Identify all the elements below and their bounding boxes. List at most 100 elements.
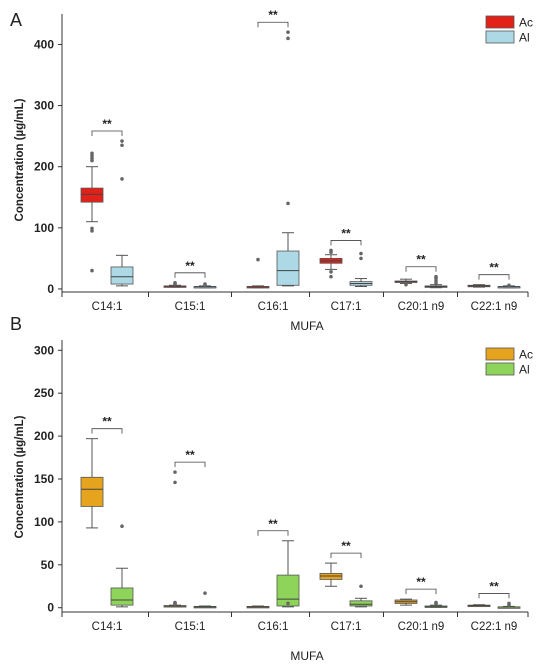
panel-b-significance-label: ** [102,415,112,429]
panel-b-significance-bracket [91,428,123,434]
panel-a-outlier-point [286,30,290,35]
panel-b-x-axis-label: MUFA [290,649,323,663]
panel-a-x-tick-label: C17:1 [331,301,362,313]
panel-a-legend-label-ac: Ac [519,16,533,30]
panel-a-significance-bracket [174,272,206,278]
panel-a-box-al [110,266,134,285]
panel-b-y-tick-label: 100 [34,515,54,529]
panel-b-outlier-point [434,600,438,605]
panel-b-box-al [110,587,134,606]
panel-a: A Concentration (µg/mL) MUFA 0 100 200 300 4… [10,8,533,333]
panel-a-box-ac [80,187,104,203]
panel-a-outlier-point [90,268,94,273]
panel-a-significance-label: ** [102,117,112,131]
panel-a-outlier-point [359,251,363,256]
panel-a-x-tick-label: C14:1 [92,301,123,313]
panel-a-y-tick-label: 0 [47,282,54,296]
panel-b-y-tick-label: 200 [34,429,54,443]
panel-a-x-tick-label: C16:1 [258,301,289,313]
panel-a-outlier-point [90,151,94,156]
panel-b-x-tick-label: C22:1 n9 [471,621,518,633]
panel-b-outlier-point [173,480,177,485]
panel-b-outlier-point [173,600,177,605]
panel-b-x-tick-label: C20:1 n9 [398,621,445,633]
panel-a-significance-label: ** [416,253,426,267]
panel-b-outlier-point [120,524,124,528]
panel-b-outlier-point [286,601,290,606]
panel-b-significance-label: ** [416,575,426,589]
panel-a-x-axis-label: MUFA [290,319,323,333]
panel-b-significance-bracket [174,461,206,468]
panel-a-y-tick-label: 400 [34,37,54,51]
panel-b-y-tick-label: 300 [34,343,54,357]
panel-b-letter: B [10,314,22,334]
panel-a-significance-bracket [330,240,362,246]
panel-a-significance-bracket [405,266,437,272]
panel-b-legend-swatch-al [485,362,515,376]
panel-b-x-tick-label: C17:1 [331,621,362,633]
panel-a-legend-swatch-al [485,30,515,44]
panel-b-significance-bracket [478,593,510,599]
panel-b-outlier-point [203,591,207,595]
panel-a-outlier-point [120,139,124,143]
panel-a-legend-label-al: Al [519,31,530,45]
panel-b-significance-bracket [405,588,437,595]
panel-a-x-tick-label: C22:1 n9 [471,301,518,313]
panel-b-outlier-point [359,584,363,589]
panel-a-significance-label: ** [268,8,278,22]
panel-b-plot-area: 0 50 100 150 200 250 300 C14:1 C15:1 C16:1 C17:1 C2… [34,340,533,633]
panel-a-box-al [276,250,300,286]
panel-b-y-tick-label: 150 [34,472,54,486]
panel-b-y-tick-label: 0 [47,601,54,615]
panel-a-x-tick-label: C15:1 [175,301,206,313]
panel-a-y-tick-label: 100 [34,221,54,235]
panel-b-significance-label: ** [489,579,499,593]
panel-a-significance-bracket [478,274,510,280]
panel-a-outlier-point [329,248,333,253]
panel-a-outlier-point [256,257,260,262]
panel-a-y-axis-label: Concentration (µg/mL) [14,98,26,221]
panel-a-outlier-point [90,226,94,231]
panel-a-outlier-point [286,36,290,41]
panel-a-outlier-point [120,177,124,181]
panel-b-y-axis-label: Concentration (µg/mL) [14,415,26,538]
panel-a-outlier-point [120,143,124,148]
panel-a-significance-label: ** [489,261,499,275]
panel-a-legend-swatch-ac [485,15,515,29]
panel-b-significance-label: ** [341,539,351,553]
panel-a-significance-label: ** [341,226,351,240]
panel-a-outlier-point [329,274,333,279]
panel-b-legend-label-ac: Ac [519,348,533,362]
panel-b-outlier-point [507,601,511,606]
panel-a-outlier-point [203,282,207,286]
panel-a-outlier-point [286,201,290,206]
panel-a-significance-bracket [91,130,123,137]
panel-b-y-tick-label: 50 [41,558,55,572]
panel-a-plot-area: 0 100 200 300 400 C14:1 C15:1 C16:1 C17:1 C20:1 n… [34,8,533,313]
panel-a-outlier-point [359,256,363,261]
panel-a-y-tick-label: 300 [34,99,54,113]
panel-b-box-al [276,574,300,607]
panel-b-legend-label-al: Al [519,363,530,377]
panel-b-significance-label: ** [268,517,278,531]
panel-b-x-tick-label: C16:1 [258,621,289,633]
panel-a-x-tick-label: C20:1 n9 [398,301,445,313]
panel-b-legend-swatch-ac [485,347,515,361]
panel-a-significance-bracket [257,21,289,28]
panel-b-x-tick-label: C14:1 [92,621,123,633]
panel-b-significance-bracket [257,530,289,536]
panel-a-outlier-point [507,283,511,288]
panel-b-box-al [349,600,373,607]
panel-a-outlier-point [434,274,438,279]
panel-a-outlier-point [404,282,408,287]
panel-a-significance-label: ** [185,259,195,273]
panel-b: B Concentration (µg/mL) MUFA 0 50 100 150 20… [10,314,533,663]
panel-a-outlier-point [173,281,177,285]
panel-a-letter: A [10,10,22,30]
panel-b-box-ac [80,476,104,507]
panel-b-significance-bracket [330,552,362,559]
panel-b-x-tick-label: C15:1 [175,621,206,633]
panel-b-y-tick-label: 250 [34,386,54,400]
panel-a-y-tick-label: 200 [34,160,54,174]
